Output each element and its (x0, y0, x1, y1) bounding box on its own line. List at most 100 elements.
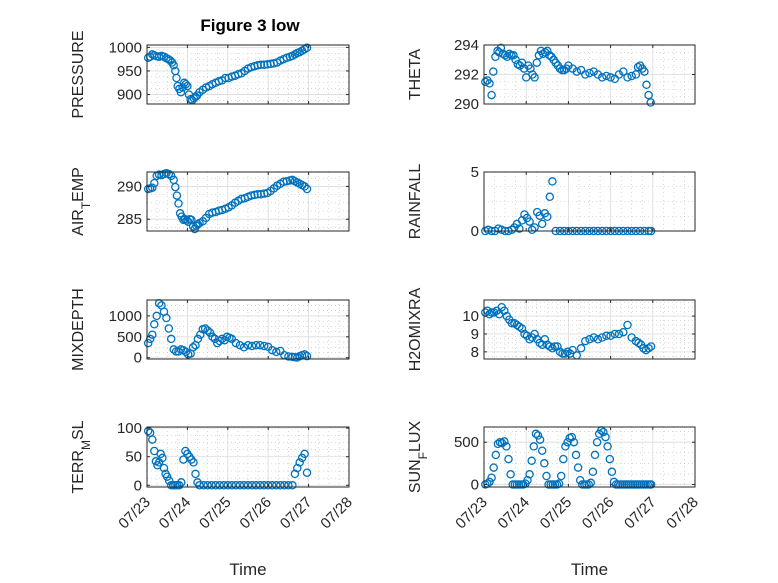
data-point (555, 64, 565, 73)
data-point (535, 435, 545, 444)
data-point (205, 328, 215, 337)
data-point (491, 450, 501, 460)
data-point (487, 308, 496, 317)
data-point (584, 480, 593, 489)
data-point (500, 306, 509, 315)
data-point (567, 432, 577, 442)
y-tick-label: 5 (471, 164, 479, 181)
data-point (250, 190, 259, 200)
data-point (256, 60, 266, 70)
data-point (255, 340, 265, 350)
data-point (569, 437, 579, 447)
data-point (302, 184, 312, 194)
data-point (646, 480, 656, 489)
data-point (489, 67, 498, 76)
data-point (181, 79, 191, 89)
data-point (300, 449, 309, 459)
data-point (589, 67, 598, 76)
axes-frame (483, 426, 696, 488)
y-tick-label: 500 (117, 329, 142, 346)
y-tick-label: 950 (117, 63, 142, 80)
y-axis-label: SUNFLUX (407, 421, 430, 494)
data-series (481, 426, 656, 489)
data-point (602, 331, 611, 341)
x-tick-label: 07/23 (115, 494, 154, 533)
data-point (148, 183, 157, 192)
data-point (606, 73, 615, 82)
data-point (156, 449, 165, 459)
panel-rainfall: 0 5 RAINFALL (407, 164, 696, 240)
data-point (215, 481, 224, 490)
data-point (527, 456, 536, 466)
x-tick-label: 07/26 (236, 494, 275, 533)
data-point (542, 471, 551, 481)
data-point (634, 338, 643, 348)
data-point (247, 481, 257, 490)
y-axis-label: THETA (407, 49, 424, 101)
data-point (487, 90, 496, 100)
data-point (231, 338, 241, 348)
x-tick-label: 07/28 (663, 494, 702, 533)
data-point (572, 67, 582, 76)
data-point (253, 190, 262, 199)
data-point (235, 340, 245, 350)
data-point (302, 43, 312, 53)
data-point (619, 67, 628, 76)
x-tick-label: 07/27 (621, 494, 660, 533)
data-point (533, 431, 543, 440)
data-point (559, 65, 569, 75)
y-tick-label: 8 (471, 344, 479, 361)
data-point (300, 350, 309, 359)
data-point (640, 67, 649, 76)
data-point (520, 329, 529, 339)
data-point (148, 435, 157, 444)
data-point (537, 219, 547, 229)
axes-frame (483, 299, 696, 360)
data-point (561, 442, 570, 451)
data-point (646, 342, 656, 351)
data-point (525, 470, 534, 479)
data-point (502, 442, 511, 451)
figure-title: Figure 3 low (200, 16, 300, 35)
data-point (631, 70, 641, 79)
data-point (644, 344, 653, 353)
data-point (619, 327, 628, 337)
data-point (529, 442, 539, 451)
data-point (239, 343, 249, 352)
data-point (527, 225, 537, 235)
panel-sun-flux: 0 500 07/23 07/24 07/25 07/26 07/27 07/28 SUNFLU… (407, 421, 702, 579)
y-axis-label: RAINFALL (407, 164, 424, 240)
data-point (284, 481, 293, 490)
y-axis-label: MIXDEPTH (70, 288, 87, 371)
data-point (169, 61, 178, 70)
y-axis-label: PRESSURE (70, 30, 87, 118)
x-axis-label: Time (571, 560, 608, 579)
data-point (633, 62, 643, 72)
data-point (509, 51, 518, 60)
panel-air-temp: 285 290 AIRTEMP (70, 167, 350, 236)
data-point (614, 70, 624, 79)
data-point (548, 177, 557, 186)
y-tick-label: 285 (117, 211, 142, 228)
y-tick-label: 900 (117, 87, 142, 104)
data-series (143, 43, 312, 105)
data-point (191, 469, 200, 479)
data-point (585, 68, 594, 78)
x-tick-label: 07/28 (317, 494, 356, 533)
y-tick-label: 1000 (109, 308, 142, 325)
data-point (515, 224, 524, 233)
data-point (526, 64, 535, 73)
data-point (589, 333, 598, 342)
data-point (223, 481, 233, 490)
data-point (575, 475, 585, 485)
data-series (143, 426, 312, 490)
axes-frame (146, 44, 350, 105)
data-point (571, 450, 581, 460)
data-point (282, 176, 292, 186)
data-point (548, 344, 557, 353)
data-point (213, 338, 222, 348)
data-point (193, 334, 203, 344)
y-tick-label: 0 (471, 223, 479, 240)
data-point (172, 73, 181, 83)
